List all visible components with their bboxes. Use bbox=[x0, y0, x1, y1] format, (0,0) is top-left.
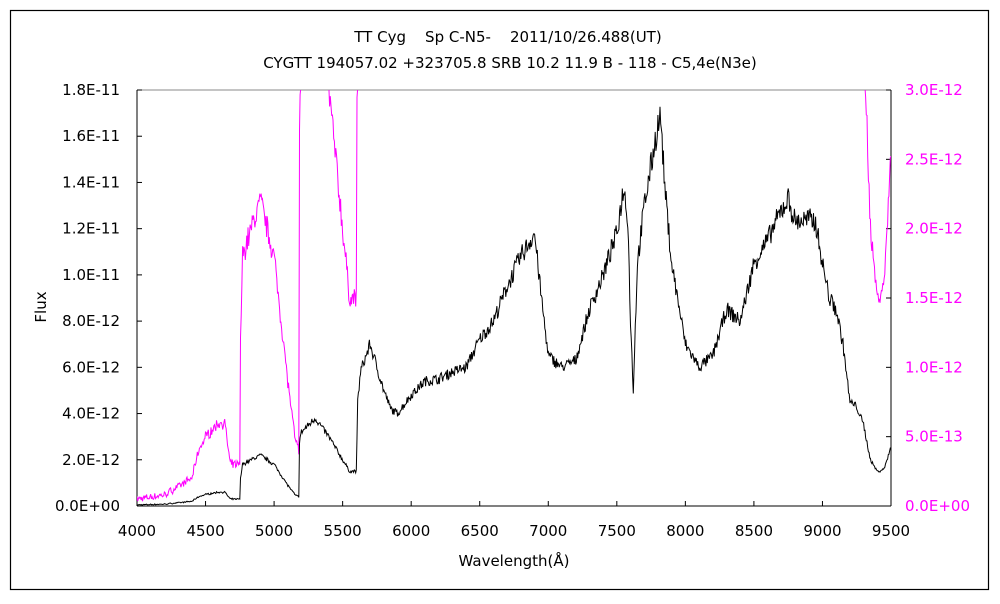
y-left-tick-label: 0.0E+00 bbox=[55, 497, 120, 515]
x-tick-label: 4000 bbox=[118, 522, 156, 540]
x-tick-label: 5500 bbox=[324, 522, 362, 540]
x-tick-label: 6000 bbox=[392, 522, 430, 540]
x-tick-label: 5000 bbox=[255, 522, 293, 540]
chart-frame bbox=[9, 9, 990, 591]
y-left-tick-label: 6.0E-12 bbox=[62, 358, 120, 376]
y-right-tick-label: 0.0E+00 bbox=[905, 497, 970, 515]
x-tick-label: 9000 bbox=[803, 522, 841, 540]
y-axis-label: Flux bbox=[32, 291, 50, 322]
y-left-tick-label: 1.0E-11 bbox=[62, 266, 120, 284]
y-right-tick-label: 2.0E-12 bbox=[905, 220, 963, 238]
chart-subtitle: CYGTT 194057.02 +323705.8 SRB 10.2 11.9 … bbox=[263, 54, 757, 72]
plot-area: 4000 4500 5000 5500 6000 6500 7000 7500 8000 8500… bbox=[55, 81, 970, 540]
y-right-tick-label: 3.0E-12 bbox=[905, 81, 963, 99]
y-right-tick-label: 1.5E-12 bbox=[905, 289, 963, 307]
y-left-tick-label: 8.0E-12 bbox=[62, 312, 120, 330]
y-right-tick-label: 5.0E-13 bbox=[905, 428, 963, 446]
y-left-tick-label: 1.2E-11 bbox=[62, 220, 120, 238]
x-tick-label: 9500 bbox=[872, 522, 910, 540]
y-left-tick-label: 1.6E-11 bbox=[62, 127, 120, 145]
chart-title: TT Cyg Sp C-N5- 2011/10/26.488(UT) bbox=[353, 28, 661, 46]
y-right-tick-label: 2.5E-12 bbox=[905, 150, 963, 168]
y-left-tick-label: 4.0E-12 bbox=[62, 405, 120, 423]
y-right-tick-label: 1.0E-12 bbox=[905, 358, 963, 376]
x-tick-label: 6500 bbox=[461, 522, 499, 540]
x-tick-label: 4500 bbox=[186, 522, 224, 540]
x-axis-label: Wavelength(Å) bbox=[459, 551, 570, 570]
x-tick-label: 7000 bbox=[529, 522, 567, 540]
series-line-flux bbox=[137, 106, 891, 506]
x-tick-label: 7500 bbox=[598, 522, 636, 540]
y-left-tick-label: 1.8E-11 bbox=[62, 81, 120, 99]
y-left-tick-label: 2.0E-12 bbox=[62, 451, 120, 469]
y-left-tick-label: 1.4E-11 bbox=[62, 173, 120, 191]
x-tick-label: 8500 bbox=[735, 522, 773, 540]
series-line-magnified bbox=[137, 90, 891, 502]
x-tick-label: 8000 bbox=[666, 522, 704, 540]
